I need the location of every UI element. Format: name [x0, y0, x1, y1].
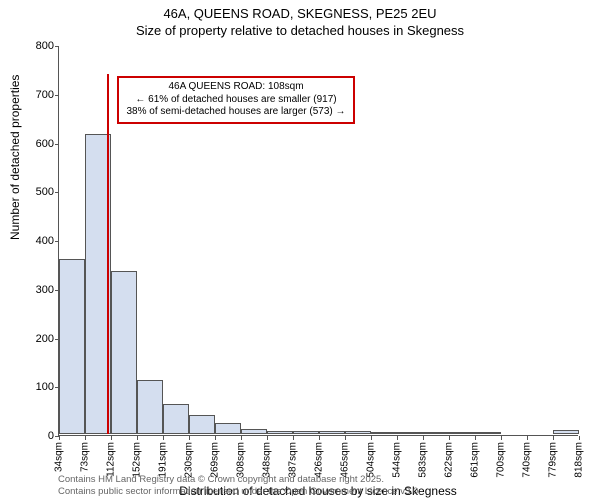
xtick-mark [527, 436, 528, 440]
xtick-label: 191sqm [158, 442, 169, 478]
footer-attribution: Contains HM Land Registry data © Crown c… [58, 474, 421, 498]
xtick-label: 73sqm [79, 442, 90, 472]
ytick-mark [55, 241, 59, 242]
xtick-label: 269sqm [209, 442, 220, 478]
ytick-label: 700 [24, 89, 54, 101]
xtick-label: 426sqm [314, 442, 325, 478]
histogram-bar [267, 431, 293, 434]
xtick-mark [475, 436, 476, 440]
histogram-bar [371, 432, 398, 434]
histogram-bar [241, 429, 268, 434]
annotation-box: 46A QUEENS ROAD: 108sqm ← 61% of detache… [117, 76, 355, 124]
histogram-bar [59, 259, 85, 434]
xtick-mark [85, 436, 86, 440]
ytick-label: 200 [24, 333, 54, 345]
ytick-label: 0 [24, 430, 54, 442]
xtick-label: 583sqm [418, 442, 429, 478]
chart-title: 46A, QUEENS ROAD, SKEGNESS, PE25 2EU Siz… [0, 0, 600, 40]
xtick-label: 779sqm [548, 442, 559, 478]
xtick-mark [449, 436, 450, 440]
annotation-line3: 38% of semi-detached houses are larger (… [126, 106, 345, 117]
xtick-mark [345, 436, 346, 440]
ytick-label: 100 [24, 381, 54, 393]
histogram-bar [293, 431, 319, 434]
xtick-mark [293, 436, 294, 440]
xtick-label: 152sqm [132, 442, 143, 478]
xtick-mark [371, 436, 372, 440]
histogram-bar [553, 430, 579, 434]
histogram-bar [475, 432, 501, 434]
xtick-label: 465sqm [339, 442, 350, 478]
ytick-mark [55, 46, 59, 47]
ytick-mark [55, 144, 59, 145]
xtick-label: 700sqm [495, 442, 506, 478]
xtick-mark [397, 436, 398, 440]
xtick-label: 387sqm [288, 442, 299, 478]
ytick-label: 500 [24, 186, 54, 198]
xtick-label: 308sqm [235, 442, 246, 478]
ytick-mark [55, 192, 59, 193]
footer-line1: Contains HM Land Registry data © Crown c… [58, 474, 384, 485]
xtick-label: 661sqm [469, 442, 480, 478]
xtick-mark [319, 436, 320, 440]
xtick-mark [163, 436, 164, 440]
xtick-label: 230sqm [184, 442, 195, 478]
xtick-mark [189, 436, 190, 440]
ytick-label: 300 [24, 284, 54, 296]
footer-line2: Contains public sector information licen… [58, 486, 421, 497]
xtick-label: 348sqm [262, 442, 273, 478]
histogram-bar [215, 423, 241, 434]
xtick-label: 622sqm [444, 442, 455, 478]
histogram-bar [423, 432, 449, 434]
ytick-label: 800 [24, 40, 54, 52]
histogram-bar [345, 431, 371, 434]
xtick-mark [59, 436, 60, 440]
xtick-label: 112sqm [105, 442, 116, 477]
histogram-bar [189, 415, 215, 434]
xtick-label: 504sqm [365, 442, 376, 478]
histogram-bar [319, 431, 345, 434]
title-line1: 46A, QUEENS ROAD, SKEGNESS, PE25 2EU [163, 6, 436, 21]
histogram-bar [163, 404, 189, 434]
annotation-line1: 46A QUEENS ROAD: 108sqm [168, 81, 303, 92]
ytick-label: 600 [24, 138, 54, 150]
chart-area: 010020030040050060070080034sqm73sqm112sq… [58, 46, 578, 436]
xtick-mark [137, 436, 138, 440]
xtick-label: 818sqm [574, 442, 585, 478]
xtick-mark [111, 436, 112, 440]
xtick-label: 544sqm [392, 442, 403, 478]
histogram-bar [397, 432, 423, 434]
xtick-mark [501, 436, 502, 440]
title-line2: Size of property relative to detached ho… [136, 23, 464, 38]
subject-marker-line [107, 74, 109, 434]
ytick-mark [55, 95, 59, 96]
xtick-mark [241, 436, 242, 440]
xtick-mark [215, 436, 216, 440]
histogram-bar [449, 432, 475, 434]
y-axis-label: Number of detached properties [8, 75, 22, 240]
histogram-bar [111, 271, 138, 434]
xtick-mark [267, 436, 268, 440]
xtick-label: 34sqm [54, 442, 65, 472]
xtick-label: 740sqm [522, 442, 533, 478]
annotation-line2: ← 61% of detached houses are smaller (91… [135, 94, 336, 105]
histogram-bar [137, 380, 163, 434]
xtick-mark [423, 436, 424, 440]
xtick-mark [579, 436, 580, 440]
xtick-mark [553, 436, 554, 440]
ytick-label: 400 [24, 235, 54, 247]
